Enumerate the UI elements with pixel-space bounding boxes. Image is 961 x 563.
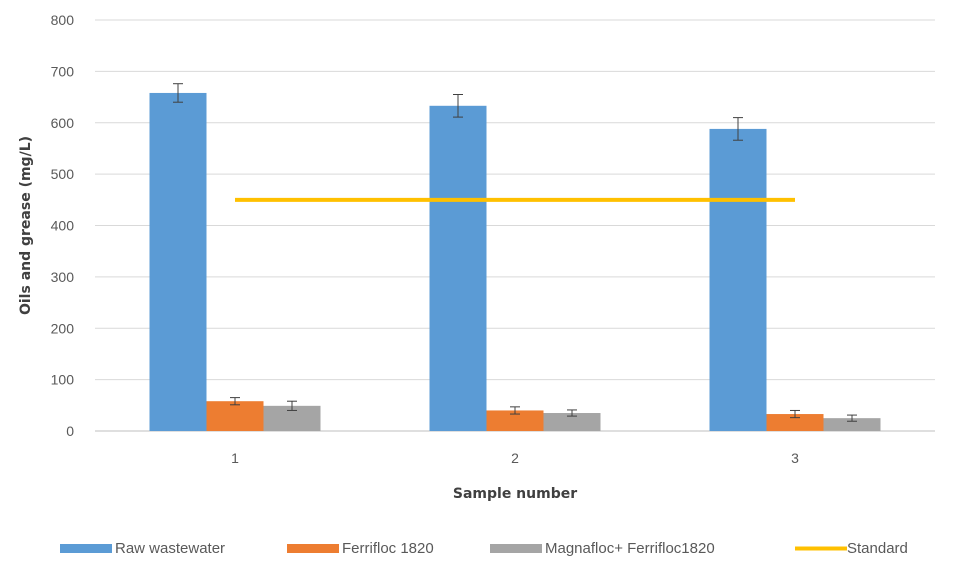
legend-swatch bbox=[287, 544, 339, 553]
bar bbox=[149, 92, 207, 431]
error-bars bbox=[173, 83, 857, 422]
x-tick-label: 3 bbox=[791, 450, 799, 466]
y-tick-label: 100 bbox=[51, 372, 75, 388]
y-tick-label: 0 bbox=[66, 423, 74, 439]
legend-label: Ferrifloc 1820 bbox=[342, 540, 434, 557]
legend: Raw wastewater Ferrifloc 1820 Magnafloc+ F… bbox=[60, 540, 908, 557]
y-tick-label: 500 bbox=[51, 166, 75, 182]
bar bbox=[709, 128, 767, 432]
bar bbox=[429, 105, 487, 431]
legend-item: Magnafloc+ Ferrifloc1820 bbox=[490, 540, 715, 557]
legend-label: Standard bbox=[847, 540, 908, 557]
bar bbox=[206, 401, 264, 431]
legend-swatch bbox=[60, 544, 112, 553]
x-axis-ticks: 1 2 3 bbox=[231, 450, 799, 466]
legend-swatch bbox=[490, 544, 542, 553]
x-tick-label: 2 bbox=[511, 450, 519, 466]
legend-item: Raw wastewater bbox=[60, 540, 225, 557]
y-tick-label: 600 bbox=[51, 115, 75, 131]
y-tick-label: 300 bbox=[51, 269, 75, 285]
y-tick-label: 400 bbox=[51, 218, 75, 234]
bars bbox=[149, 92, 881, 432]
y-axis-ticks: 0 100 200 300 400 500 600 700 800 bbox=[51, 12, 75, 439]
bar bbox=[823, 418, 881, 431]
x-axis-label: Sample number bbox=[453, 486, 577, 502]
x-tick-label: 1 bbox=[231, 450, 239, 466]
gridlines bbox=[95, 19, 935, 432]
bar bbox=[766, 414, 824, 431]
legend-item: Ferrifloc 1820 bbox=[287, 540, 434, 557]
bar bbox=[486, 410, 544, 431]
bar bbox=[543, 413, 601, 431]
legend-label: Raw wastewater bbox=[115, 540, 225, 557]
y-tick-label: 200 bbox=[51, 320, 75, 336]
legend-item: Standard bbox=[795, 540, 908, 557]
y-axis-label: Oils and grease (mg/L) bbox=[18, 136, 34, 315]
y-tick-label: 700 bbox=[51, 63, 75, 79]
legend-label: Magnafloc+ Ferrifloc1820 bbox=[545, 540, 715, 557]
y-tick-label: 800 bbox=[51, 12, 75, 28]
